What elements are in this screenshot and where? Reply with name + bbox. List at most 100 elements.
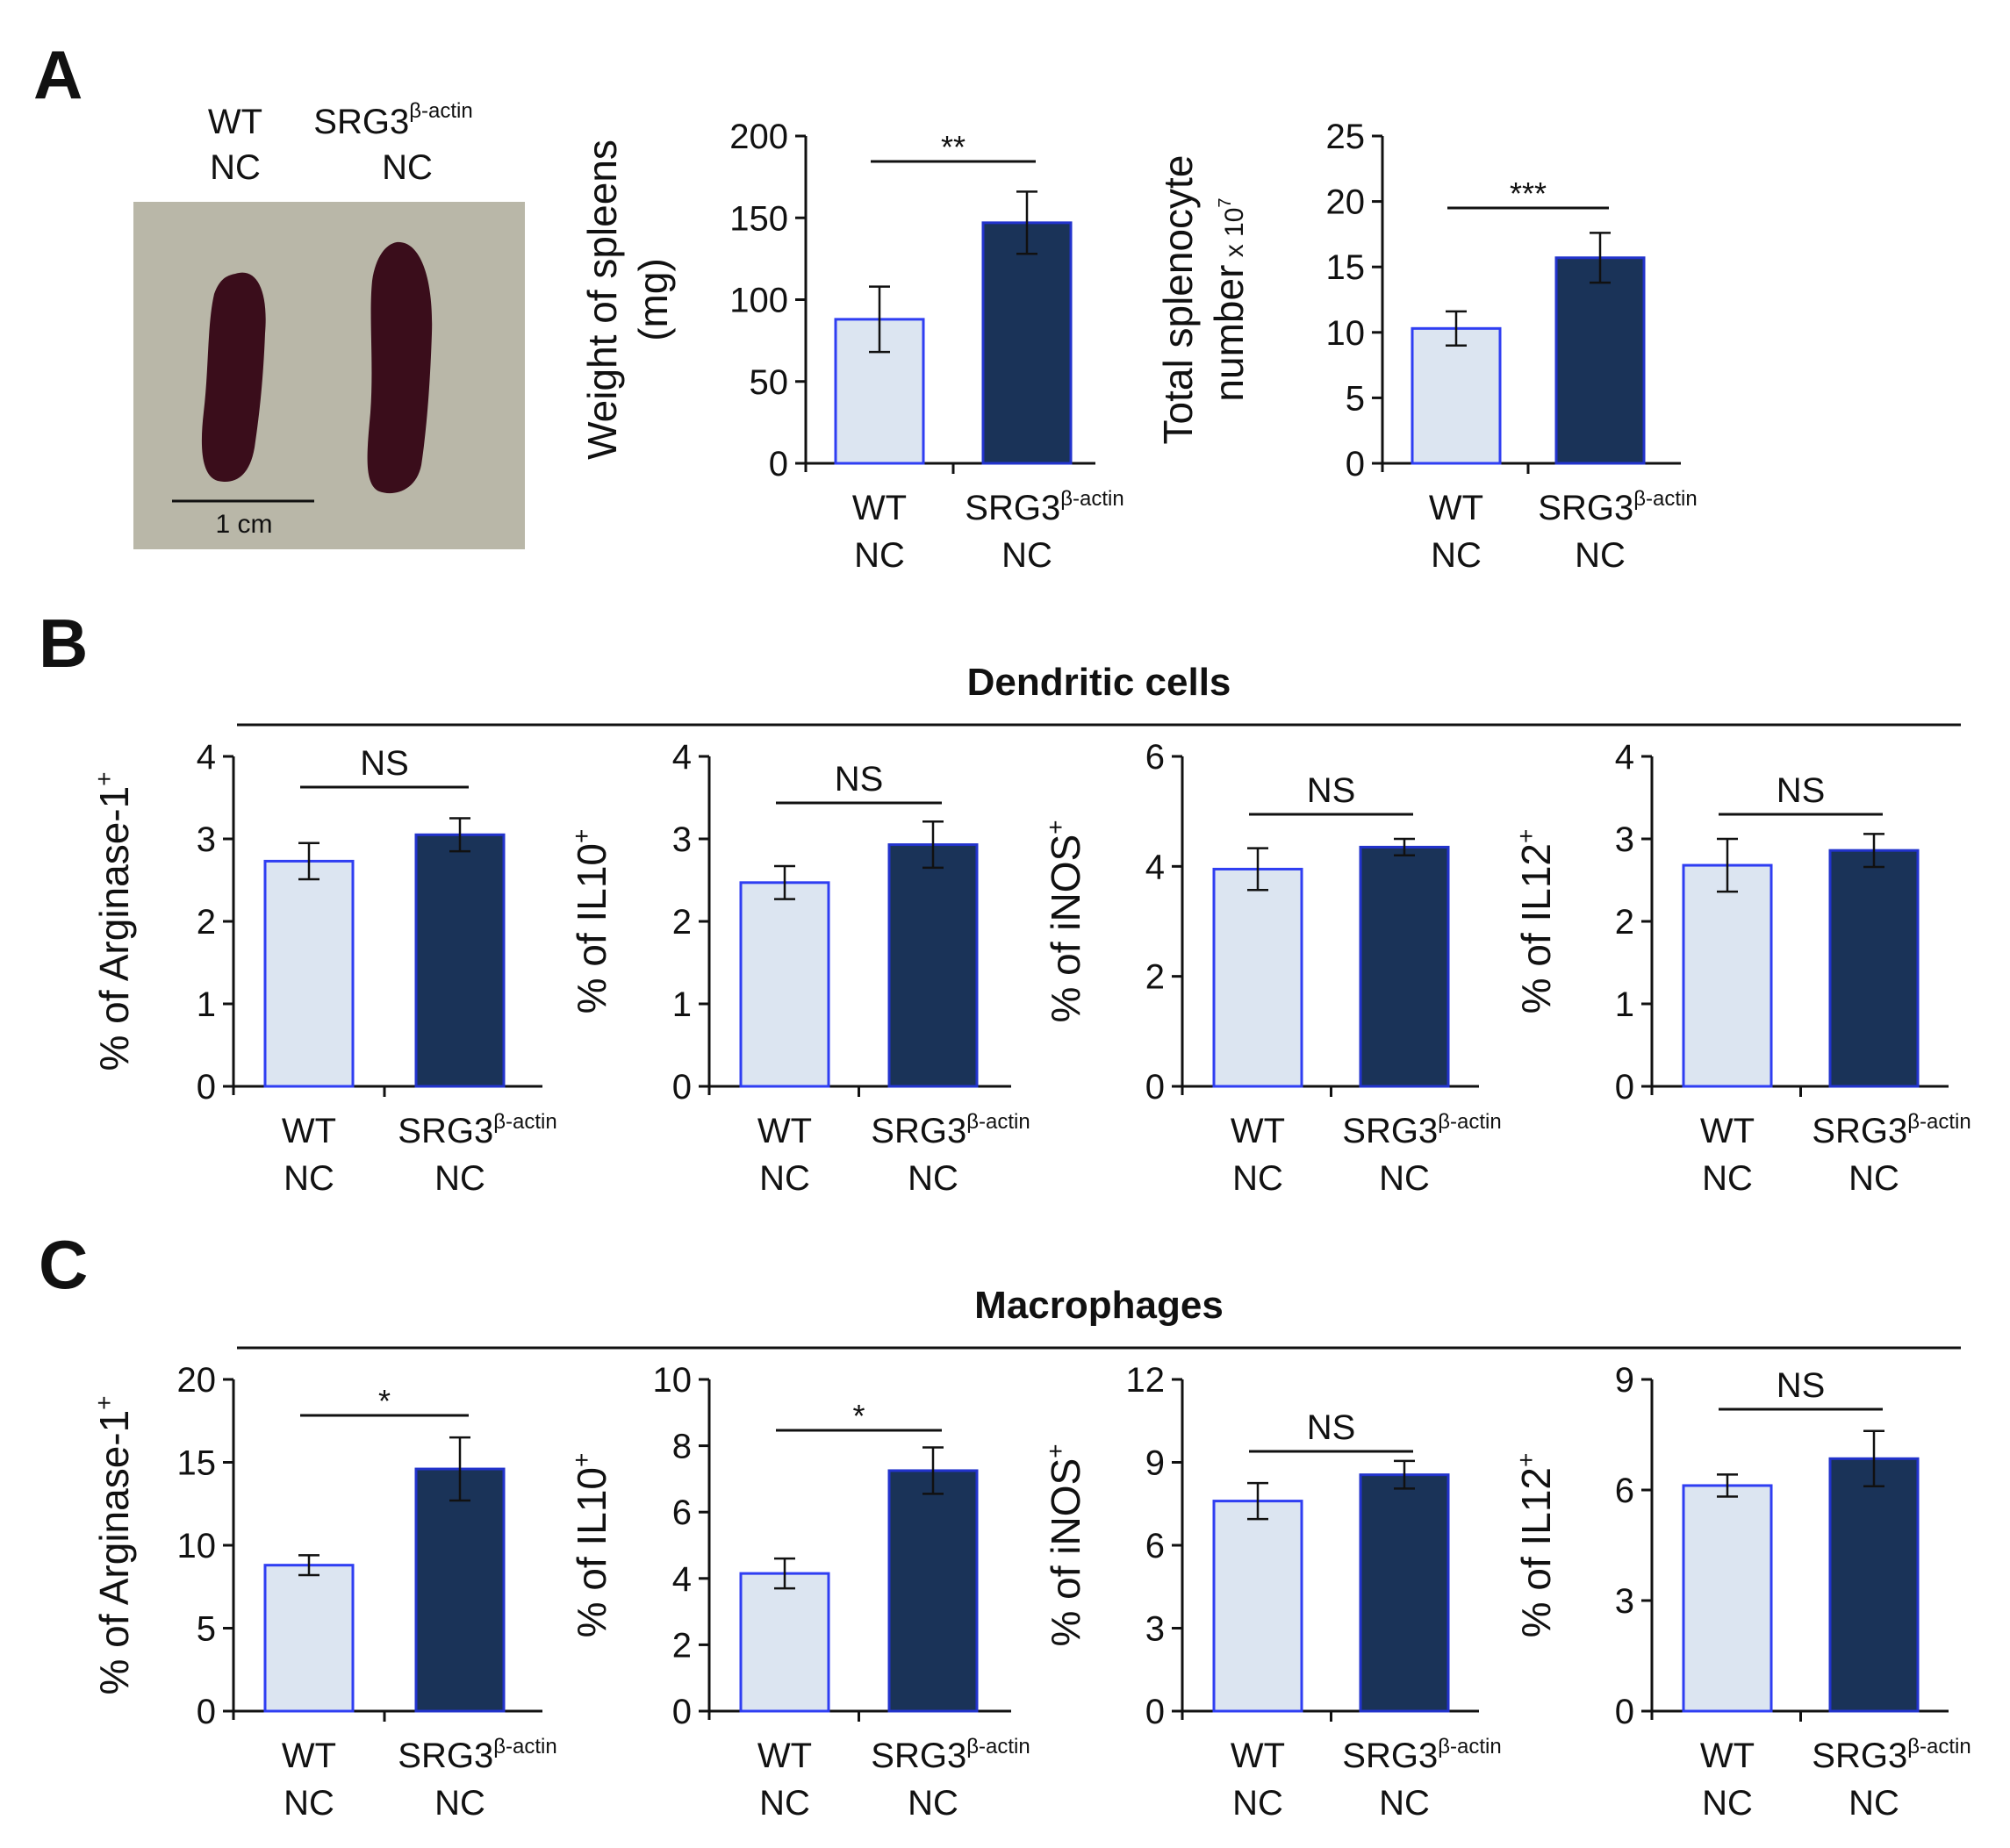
y-tick-label: 9	[1615, 1361, 1634, 1400]
photo-wt-label: WT	[208, 103, 262, 141]
x-category-sub-label: NC	[1702, 1784, 1753, 1823]
panel-label-a: A	[33, 36, 83, 113]
y-tick-label: 0	[197, 1068, 216, 1107]
y-tick-label: 1	[1615, 985, 1634, 1024]
photo-background	[133, 202, 525, 549]
bar-srg3	[981, 221, 1073, 465]
y-tick-label: 4	[1145, 848, 1165, 886]
bar-wt	[263, 1564, 355, 1713]
x-category-label: SRG3β-actin	[1538, 487, 1697, 527]
x-category-label: WT	[282, 1112, 336, 1150]
x-category-sub-label: NC	[908, 1159, 958, 1198]
x-category-label: WT	[282, 1737, 336, 1775]
x-category-sub-label: NC	[759, 1159, 810, 1198]
x-category-label: SRG3β-actin	[871, 1110, 1030, 1150]
photo-srg-nc-label: NC	[382, 148, 433, 187]
bar-srg3	[1359, 1473, 1450, 1713]
x-category-label: WT	[1700, 1112, 1755, 1150]
panel-label-c: C	[39, 1226, 88, 1303]
photo-srg-label: SRG3β-actin	[313, 99, 472, 141]
x-category-sub-label: NC	[1001, 536, 1052, 575]
x-category-label: SRG3β-actin	[1342, 1110, 1501, 1150]
bar-wt	[739, 1572, 830, 1713]
bar-srg3	[1828, 1457, 1920, 1713]
bar-wt	[1411, 326, 1502, 465]
y-axis-label: % of IL12+	[1512, 829, 1559, 1014]
bar-srg3	[1359, 845, 1450, 1088]
chart-mac-il10: 0 2 4 6 8 10 * WT NC SRG3β-actin NC % of IL10+	[568, 1361, 1030, 1823]
y-axis-label-line2: number x 107	[1206, 197, 1252, 401]
y-tick-label: 10	[1326, 314, 1366, 353]
x-category-label: SRG3β-actin	[1342, 1735, 1501, 1775]
y-tick-label: 50	[750, 363, 789, 402]
x-category-label: WT	[1231, 1112, 1285, 1150]
bar-srg3	[414, 833, 506, 1088]
y-tick-label: 6	[672, 1493, 692, 1532]
y-tick-label: 0	[672, 1693, 692, 1731]
bar-srg3	[414, 1467, 506, 1713]
significance-label: **	[941, 129, 966, 165]
y-axis-label: % of Arginase-1+	[90, 771, 137, 1071]
photo-wt-nc-label: NC	[210, 148, 261, 187]
panel-label-b: B	[39, 605, 88, 682]
x-category-label: SRG3β-actin	[965, 487, 1123, 527]
y-tick-label: 150	[729, 199, 788, 238]
significance-label: *	[378, 1383, 391, 1419]
y-tick-label: 4	[672, 738, 692, 777]
bar-wt	[1212, 1500, 1303, 1713]
chart-dc-il12: 0 1 2 3 4 NS WT NC SRG3β-actin NC % of IL12+	[1512, 738, 1971, 1198]
bar-wt	[263, 859, 355, 1088]
significance-label: ***	[1510, 175, 1547, 211]
x-category-sub-label: NC	[1575, 536, 1626, 575]
y-tick-label: 15	[1326, 248, 1366, 287]
bar-srg3	[1554, 256, 1646, 465]
chart-dc-inos: 0 2 4 6 NS WT NC SRG3β-actin NC % of iNOS+	[1042, 738, 1502, 1198]
y-tick-label: 2	[197, 903, 216, 942]
y-tick-label: 15	[177, 1444, 217, 1483]
bar-wt	[739, 881, 830, 1088]
y-tick-label: 200	[729, 118, 788, 156]
y-tick-label: 4	[1615, 738, 1634, 777]
chart-mac-inos: 0 3 6 9 12 NS WT NC SRG3β-actin NC % of iNOS+	[1042, 1361, 1502, 1823]
significance-label: *	[852, 1398, 865, 1434]
y-axis-label: % of IL12+	[1512, 1453, 1559, 1638]
bar-wt	[1212, 867, 1303, 1088]
y-axis-label: % of IL10+	[568, 829, 614, 1014]
y-tick-label: 25	[1326, 118, 1366, 156]
y-tick-label: 0	[1346, 445, 1365, 483]
significance-label: NS	[360, 744, 409, 783]
y-tick-label: 20	[177, 1361, 217, 1400]
x-category-label: WT	[852, 489, 907, 527]
y-tick-label: 5	[1346, 379, 1365, 418]
section-b-title: Dendritic cells	[967, 661, 1231, 704]
y-tick-label: 3	[1615, 1582, 1634, 1621]
significance-label: NS	[1307, 771, 1356, 810]
y-tick-label: 0	[197, 1693, 216, 1731]
section-c-title: Macrophages	[974, 1284, 1224, 1327]
y-tick-label: 4	[197, 738, 216, 777]
scale-bar-label: 1 cm	[215, 510, 272, 539]
y-tick-label: 3	[672, 820, 692, 859]
x-category-sub-label: NC	[434, 1784, 485, 1823]
y-tick-label: 20	[1326, 183, 1366, 222]
chart-splenocyte-number: 0 5 10 15 20 25 *** WT NC SRG3β-actin NC Total sple…	[1155, 118, 1698, 575]
y-tick-label: 9	[1145, 1444, 1165, 1483]
chart-mac-il12: 0 3 6 9 NS WT NC SRG3β-actin NC % of IL12+	[1512, 1361, 1971, 1823]
x-category-sub-label: NC	[284, 1784, 334, 1823]
bar-wt	[1682, 863, 1773, 1088]
y-tick-label: 6	[1145, 1527, 1165, 1565]
y-tick-label: 3	[1615, 820, 1634, 859]
y-tick-label: 1	[197, 985, 216, 1024]
chart-spleen-weight: 0 50 100 150 200 ** WT NC SRG3β-actin NC Weight of…	[579, 118, 1124, 575]
y-tick-label: 100	[729, 282, 788, 320]
y-tick-label: 5	[197, 1610, 216, 1649]
x-category-sub-label: NC	[1431, 536, 1482, 575]
significance-label: NS	[1777, 1366, 1826, 1405]
y-tick-label: 2	[1615, 903, 1634, 942]
y-axis-label: % of iNOS+	[1042, 820, 1088, 1022]
y-tick-label: 4	[672, 1560, 692, 1599]
bar-srg3	[1828, 849, 1920, 1088]
chart-dc-arginase: 0 1 2 3 4 NS WT NC SRG3β-actin NC % of Arginase-1+	[90, 738, 557, 1198]
y-tick-label: 0	[1615, 1693, 1634, 1731]
